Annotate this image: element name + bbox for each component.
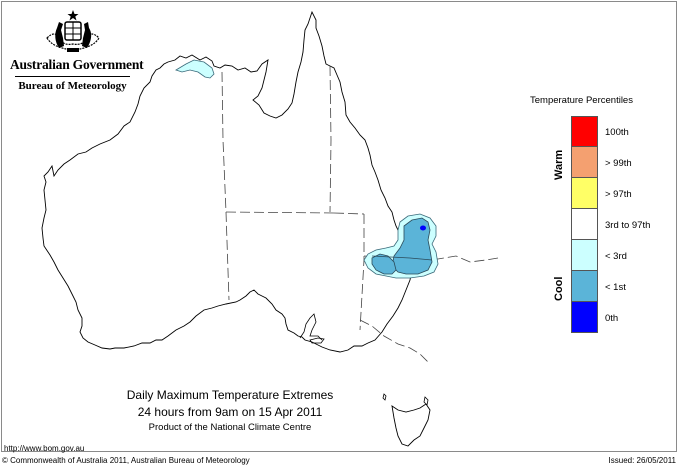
swatch-97th xyxy=(571,178,598,209)
issued-date: Issued: 26/05/2011 xyxy=(608,456,676,465)
swatch-3rd xyxy=(571,240,598,271)
map-subtitle-period: 24 hours from 9am on 15 Apr 2011 xyxy=(137,405,323,419)
swatch-99th xyxy=(571,147,598,178)
bom-url-link[interactable]: http://www.bom.gov.au xyxy=(4,444,85,453)
warm-label: Warm xyxy=(553,149,565,180)
state-borders xyxy=(221,65,499,365)
legend-title: Temperature Percentiles xyxy=(530,95,633,106)
map-title: Daily Maximum Temperature Extremes xyxy=(126,388,334,402)
bureau-name: Bureau of Meteorology xyxy=(18,80,127,92)
cool-label: Cool xyxy=(553,276,565,301)
legend-label-0th: 0th xyxy=(605,313,619,324)
header-divider xyxy=(15,76,130,77)
mainland-coastline xyxy=(41,10,413,353)
legend-color-bar xyxy=(571,116,598,333)
bom-logo: Australian Government Bureau of Meteorol… xyxy=(10,8,144,96)
map-product-credit: Product of the National Climate Centre xyxy=(148,422,312,433)
tasmania xyxy=(391,403,431,447)
inner-cooler-area-west xyxy=(371,253,397,275)
kangaroo-island xyxy=(309,337,325,344)
qld-nsw-border-over-area xyxy=(371,255,433,261)
legend-label-99th: > 99th xyxy=(605,158,632,169)
record-cold-spot xyxy=(420,225,426,231)
swatch-3rd-to-97th xyxy=(571,209,598,240)
king-island xyxy=(382,393,387,401)
government-name: Australian Government xyxy=(10,57,144,72)
coat-of-arms-icon xyxy=(45,10,100,52)
legend-label-1st: < 1st xyxy=(605,282,626,293)
legend-label-3rd-to-97th: 3rd to 97th xyxy=(605,220,651,231)
inner-cooler-area xyxy=(391,217,433,275)
swatch-1st xyxy=(571,271,598,302)
swatch-100th xyxy=(571,116,598,147)
swatch-0th xyxy=(571,302,598,333)
legend-label-97th: > 97th xyxy=(605,189,632,200)
copyright-notice: © Commonwealth of Australia 2011, Austra… xyxy=(2,456,250,465)
legend-label-3rd: < 3rd xyxy=(605,251,627,262)
spencer-gulf-coast xyxy=(299,313,323,341)
flinders-island xyxy=(423,396,429,406)
top-end-cool-area xyxy=(175,59,215,79)
legend-label-100th: 100th xyxy=(605,127,629,138)
